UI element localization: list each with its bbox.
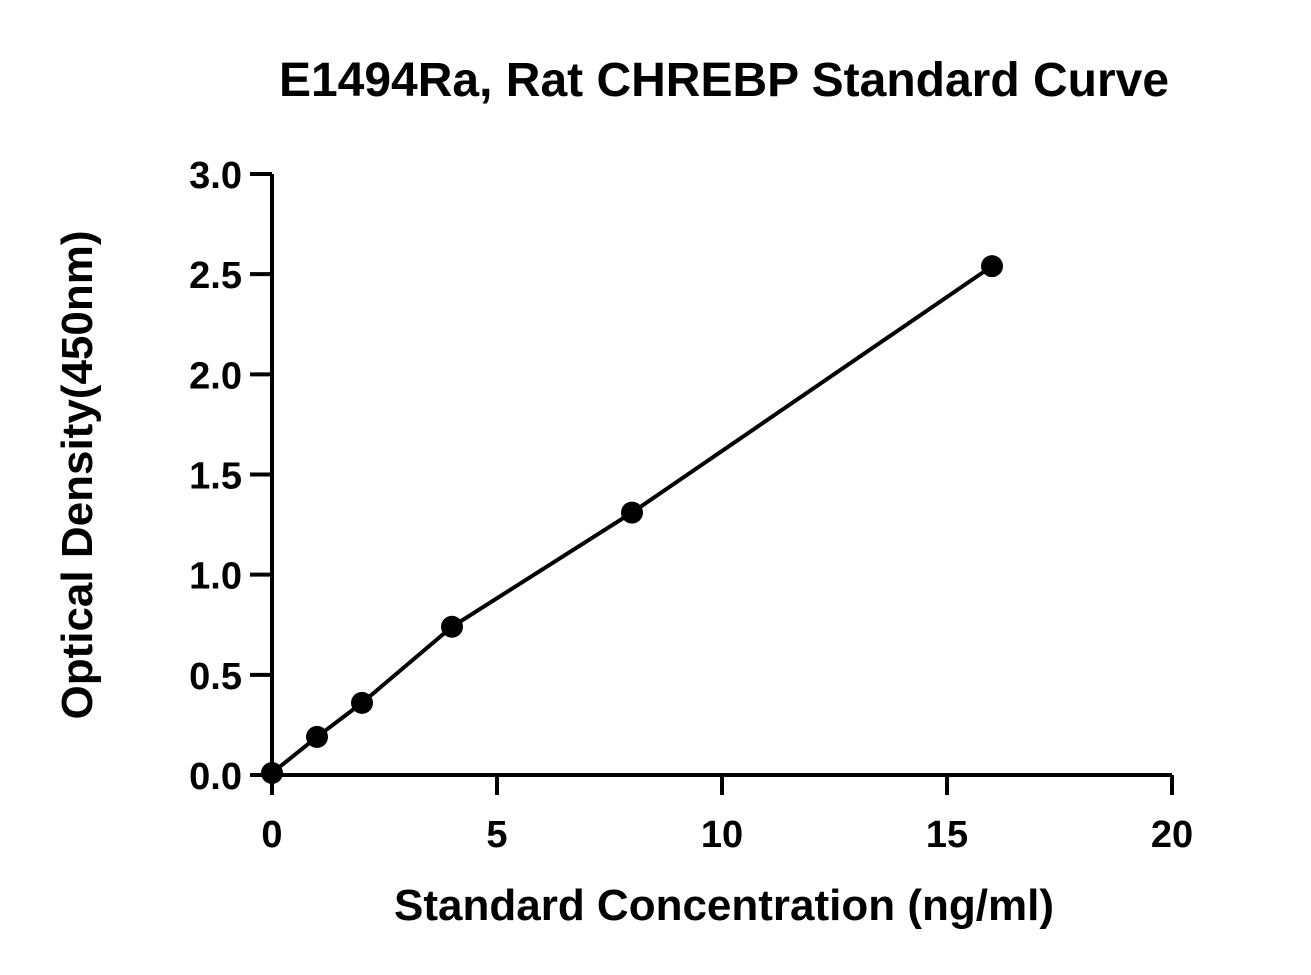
x-tick-label: 20 xyxy=(1151,814,1193,856)
y-tick-label: 3.0 xyxy=(189,155,242,197)
y-tick-label: 0.0 xyxy=(189,756,242,798)
data-point xyxy=(261,761,283,784)
y-tick-label: 0.5 xyxy=(189,656,242,698)
x-tick-label: 15 xyxy=(926,814,968,856)
x-ticks: 0 5 10 15 20 xyxy=(261,775,1193,856)
y-tick-label: 2.0 xyxy=(189,355,242,397)
x-tick-label: 10 xyxy=(701,814,743,856)
data-point xyxy=(441,615,463,638)
data-point xyxy=(306,725,328,748)
plot-area xyxy=(261,255,1003,784)
x-axis-label: Standard Concentration (ng/ml) xyxy=(394,881,1054,930)
y-tick-label: 1.0 xyxy=(189,556,242,598)
data-point xyxy=(621,501,643,524)
y-tick-label: 1.5 xyxy=(189,456,242,498)
y-tick-label: 2.5 xyxy=(189,255,242,297)
y-ticks: 0.0 0.5 1.0 1.5 2.0 2.5 3.0 xyxy=(189,155,272,798)
data-point xyxy=(351,691,373,714)
x-tick-label: 5 xyxy=(486,814,507,856)
x-tick-label: 0 xyxy=(261,814,282,856)
y-axis-label: Optical Density(450nm) xyxy=(53,230,102,719)
chart-title: E1494Ra, Rat CHREBP Standard Curve xyxy=(279,54,1169,107)
axes xyxy=(270,174,1172,777)
data-point xyxy=(981,255,1003,278)
